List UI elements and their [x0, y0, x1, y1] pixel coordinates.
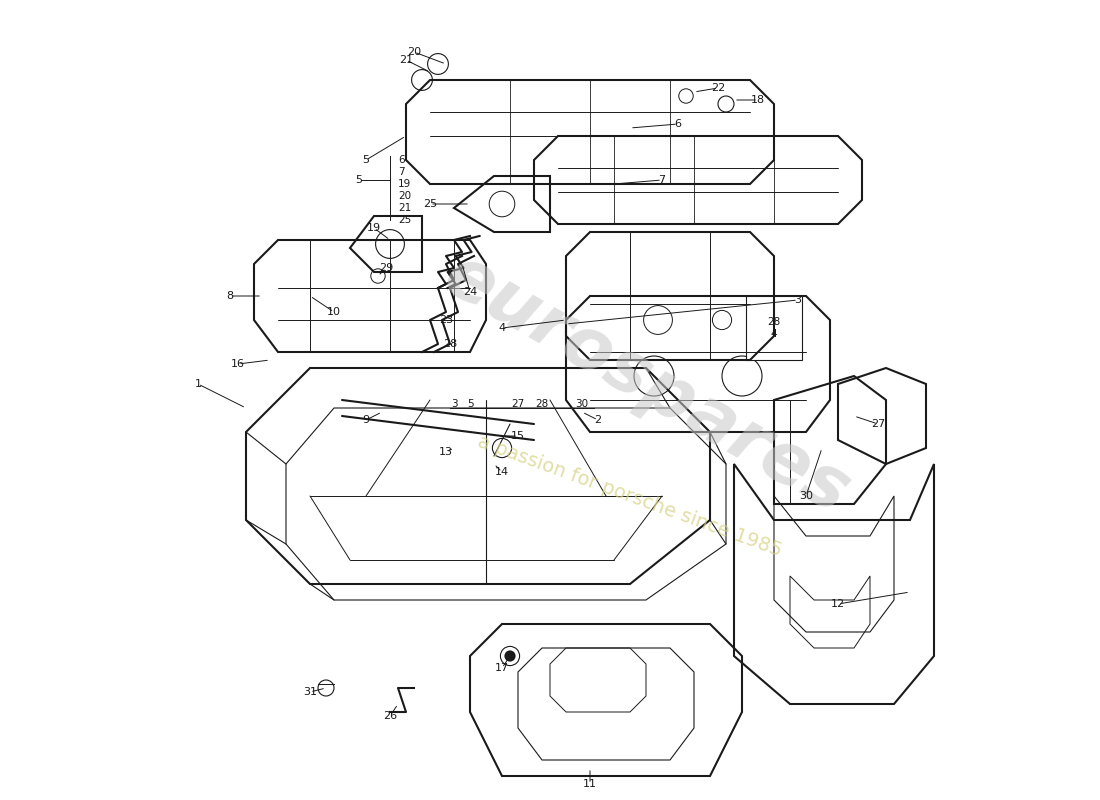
Text: 22: 22: [711, 83, 725, 93]
Text: 14: 14: [495, 467, 509, 477]
Text: 3: 3: [451, 399, 458, 409]
Text: 19: 19: [398, 179, 411, 189]
Text: 11: 11: [583, 779, 597, 789]
Text: 29: 29: [378, 263, 393, 273]
Text: 21: 21: [398, 203, 411, 213]
Text: 15: 15: [512, 431, 525, 441]
Text: 13: 13: [439, 447, 453, 457]
Text: 7: 7: [659, 175, 666, 185]
Text: 9: 9: [362, 415, 370, 425]
Text: 30: 30: [575, 399, 589, 409]
Text: 30: 30: [799, 491, 813, 501]
Text: 7: 7: [398, 167, 405, 177]
Text: 12: 12: [830, 599, 845, 609]
Text: 5: 5: [355, 175, 362, 185]
Text: 26: 26: [383, 711, 397, 721]
Text: 10: 10: [327, 307, 341, 317]
Text: 24: 24: [463, 287, 477, 297]
Text: 19: 19: [367, 223, 381, 233]
Text: 5: 5: [466, 399, 473, 409]
Text: 20: 20: [407, 47, 421, 57]
Text: 28
4: 28 4: [768, 317, 781, 339]
Text: eurospares: eurospares: [431, 240, 861, 528]
Text: a passion for porsche since 1985: a passion for porsche since 1985: [475, 432, 784, 560]
FancyBboxPatch shape: [746, 296, 802, 360]
Circle shape: [505, 650, 516, 662]
Text: 25: 25: [422, 199, 437, 209]
Text: 16: 16: [231, 359, 245, 369]
Text: 17: 17: [495, 663, 509, 673]
Text: 2: 2: [594, 415, 602, 425]
Text: 25: 25: [398, 215, 411, 225]
Text: 21: 21: [399, 55, 414, 65]
Text: 28: 28: [443, 339, 458, 349]
Text: 28: 28: [536, 399, 549, 409]
Text: 27: 27: [512, 399, 525, 409]
Text: 8: 8: [227, 291, 233, 301]
Text: 23: 23: [439, 315, 453, 325]
Text: 5: 5: [363, 155, 370, 165]
Text: 3: 3: [794, 295, 802, 305]
Text: 27: 27: [871, 419, 886, 429]
Text: 18: 18: [751, 95, 766, 105]
Text: 31: 31: [302, 687, 317, 697]
Text: 6: 6: [398, 155, 405, 165]
Text: 1: 1: [195, 379, 201, 389]
Text: 4: 4: [498, 323, 506, 333]
Text: 6: 6: [674, 119, 682, 129]
Text: 20: 20: [398, 191, 411, 201]
